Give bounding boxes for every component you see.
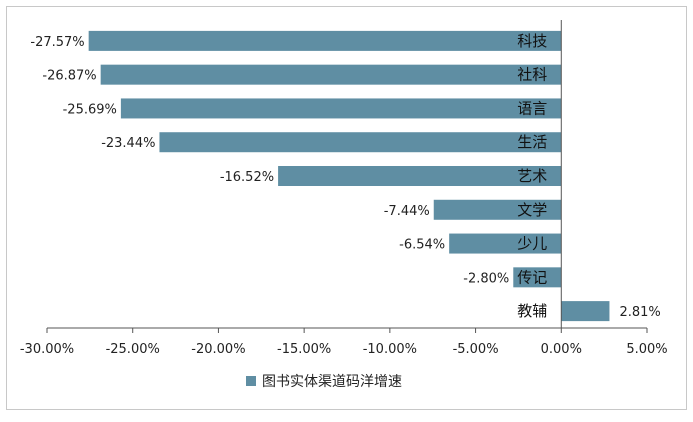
x-tick-label-8: 5.00%	[626, 342, 667, 357]
bar-3	[120, 98, 562, 119]
bar-6	[433, 199, 562, 220]
legend-swatch	[246, 376, 256, 386]
x-tick-label-7: 0.00%	[541, 342, 582, 357]
x-tick-label-5: -10.00%	[363, 342, 417, 357]
x-tick-label-4: -15.00%	[277, 342, 331, 357]
x-tick-label-6: -5.00%	[453, 342, 499, 357]
category-label-8: 传记	[517, 268, 547, 286]
x-axis: -30.00% -25.00% -20.00% -15.00% -10.00% -5.00…	[20, 20, 668, 357]
category-label-7: 少儿	[517, 235, 547, 253]
bar-1	[88, 30, 562, 51]
category-label-6: 文学	[517, 201, 547, 219]
data-label-4: -23.44%	[101, 136, 155, 151]
data-label-9: 2.81%	[619, 305, 660, 320]
bars-group	[88, 30, 610, 322]
legend: 图书实体渠道码洋增速	[246, 374, 402, 390]
data-label-2: -26.87%	[42, 69, 96, 84]
data-labels-group: -27.57% -26.87% -25.69% -23.44% -16.52% -7.44…	[30, 35, 660, 320]
bar-5	[278, 166, 562, 186]
bar-9	[561, 301, 610, 322]
category-label-1: 科技	[517, 32, 547, 50]
x-tick-label-2: -25.00%	[106, 342, 160, 357]
bar-4	[159, 132, 562, 153]
x-tick-label-1: -30.00%	[20, 342, 74, 357]
category-label-9: 教辅	[517, 302, 547, 320]
x-tick-label-3: -20.00%	[191, 342, 245, 357]
bar-7	[449, 233, 562, 254]
category-label-3: 语言	[517, 99, 547, 117]
category-label-5: 艺术	[517, 167, 547, 185]
data-label-3: -25.69%	[63, 102, 117, 117]
data-label-6: -7.44%	[384, 204, 430, 219]
category-label-2: 社科	[517, 66, 547, 84]
data-label-5: -16.52%	[220, 170, 274, 185]
data-label-7: -6.54%	[399, 238, 445, 253]
legend-label: 图书实体渠道码洋增速	[262, 374, 402, 390]
bar-2	[100, 64, 562, 85]
data-label-1: -27.57%	[30, 35, 84, 50]
bar-8	[513, 267, 562, 288]
data-label-8: -2.80%	[463, 271, 509, 286]
category-label-4: 生活	[517, 133, 547, 151]
